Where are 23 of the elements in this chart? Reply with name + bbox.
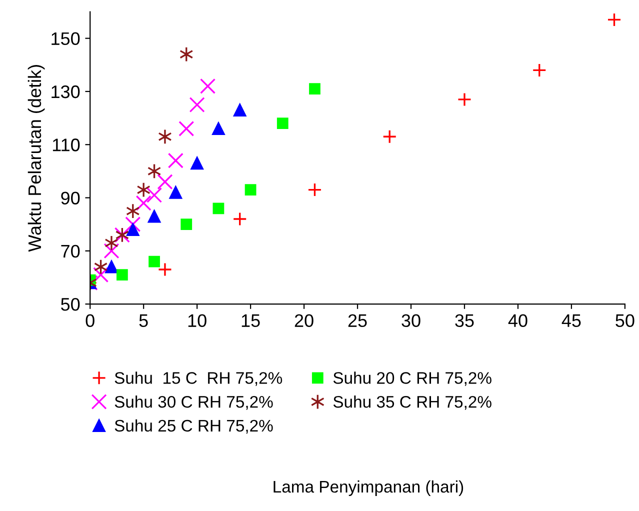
y-tick-label: 130 [52, 85, 80, 98]
x-tick-label: 45 [562, 314, 581, 328]
legend-label: Suhu 20 C RH 75,2% [333, 372, 492, 386]
x-tick-label: 5 [139, 314, 148, 328]
x-tick-label: 35 [455, 314, 474, 328]
legend-label: Suhu 15 C RH 75,2% [114, 372, 282, 386]
x-tick-label: 0 [86, 314, 94, 328]
y-tick-label: 150 [52, 32, 80, 46]
x-tick-label: 50 [616, 314, 634, 328]
x-tick-label: 15 [242, 314, 260, 328]
y-tick-label: 90 [61, 192, 80, 204]
legend-label: Suhu 30 C RH 75,2% [114, 396, 273, 410]
legend-label: Suhu 25 C RH 75,2% [114, 419, 273, 434]
x-tick-label: 30 [402, 314, 420, 328]
x-tick-label: 20 [294, 314, 314, 328]
y-tick-label: 110 [52, 138, 80, 152]
x-tick-label: 25 [348, 314, 367, 328]
y-tick-label: 50 [61, 298, 80, 311]
y-tick-label: 70 [61, 244, 80, 258]
y-axis-title: Waktu Pelarutan (detik) [28, 65, 45, 252]
x-tick-label: 40 [508, 314, 528, 328]
x-tick-label: 10 [188, 314, 206, 328]
text: Lama Penyimpanan (hari) [274, 480, 464, 496]
